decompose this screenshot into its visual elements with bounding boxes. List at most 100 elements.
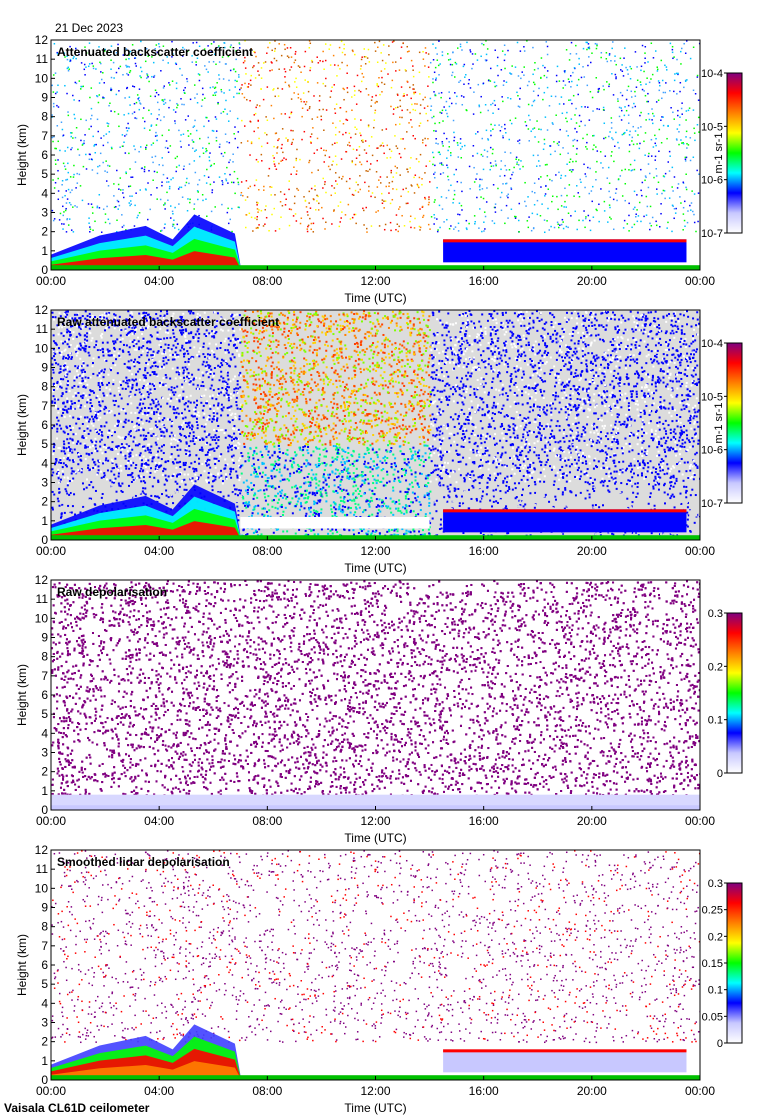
x-tick-label: 12:00 bbox=[360, 544, 390, 558]
colorbar-tick-label: 10-7 bbox=[701, 228, 723, 240]
x-tick-label: 08:00 bbox=[252, 1084, 282, 1098]
x-axis-label: Time (UTC) bbox=[344, 831, 406, 845]
y-tick-label: 8 bbox=[41, 650, 48, 664]
colorbar bbox=[726, 72, 743, 234]
colorbar-tick-label: 0.25 bbox=[702, 905, 723, 917]
x-tick-label: 16:00 bbox=[469, 544, 499, 558]
y-tick-label: 3 bbox=[41, 746, 48, 760]
y-axis-label: Height (km) bbox=[15, 124, 29, 186]
x-tick-label: 08:00 bbox=[252, 544, 282, 558]
y-tick-label: 0 bbox=[41, 1073, 48, 1087]
x-tick-label: 04:00 bbox=[144, 1084, 174, 1098]
x-axis-label: Time (UTC) bbox=[344, 291, 406, 305]
y-tick-label: 5 bbox=[41, 167, 48, 181]
y-tick-label: 11 bbox=[36, 52, 49, 66]
y-tick-label: 12 bbox=[35, 573, 49, 587]
colorbar-tick-label: 10-7 bbox=[701, 498, 723, 510]
x-tick-label: 04:00 bbox=[144, 544, 174, 558]
x-tick-label: 20:00 bbox=[577, 1084, 607, 1098]
y-axis-label: Height (km) bbox=[15, 934, 29, 996]
y-axis-label: Height (km) bbox=[15, 394, 29, 456]
y-tick-label: 6 bbox=[41, 688, 48, 702]
panel-1: Attenuated backscatter coefficient012345… bbox=[15, 33, 743, 305]
colorbar-tick-label: 0.15 bbox=[702, 958, 723, 970]
y-tick-label: 0 bbox=[41, 803, 48, 817]
y-tick-label: 11 bbox=[36, 592, 49, 606]
cloud-layer bbox=[443, 239, 687, 263]
instrument-label: Vaisala CL61D ceilometer bbox=[4, 1101, 149, 1115]
colorbar-tick-label: 10-4 bbox=[701, 338, 723, 350]
colorbar-tick-label: 0.05 bbox=[702, 1011, 723, 1023]
y-tick-label: 9 bbox=[41, 361, 48, 375]
colorbar-unit: m-1 sr-1 bbox=[713, 133, 725, 174]
y-tick-label: 10 bbox=[35, 881, 49, 895]
y-tick-label: 4 bbox=[41, 186, 48, 200]
colorbar bbox=[726, 612, 743, 774]
cloud-layer bbox=[443, 1049, 687, 1073]
y-tick-label: 5 bbox=[41, 977, 48, 991]
colorbar bbox=[726, 342, 743, 504]
colorbar-tick-label: 10-5 bbox=[701, 121, 723, 133]
x-tick-label: 00:00 bbox=[36, 814, 66, 828]
y-tick-label: 4 bbox=[41, 456, 48, 470]
y-tick-label: 12 bbox=[35, 33, 49, 47]
y-tick-label: 1 bbox=[41, 244, 48, 258]
y-tick-label: 2 bbox=[41, 495, 48, 509]
colorbar-tick-label: 0.3 bbox=[708, 608, 723, 620]
cloud-base bbox=[443, 1049, 687, 1053]
x-tick-label: 00:00 bbox=[36, 1084, 66, 1098]
x-tick-label: 04:00 bbox=[144, 274, 174, 288]
y-tick-label: 7 bbox=[41, 399, 48, 413]
y-tick-label: 8 bbox=[41, 110, 48, 124]
x-tick-label: 00:00 bbox=[36, 274, 66, 288]
colorbar-tick-label: 10-6 bbox=[701, 175, 723, 187]
colorbar bbox=[726, 882, 743, 1044]
x-tick-label: 08:00 bbox=[252, 274, 282, 288]
cloud-base bbox=[443, 509, 687, 513]
y-tick-label: 12 bbox=[35, 303, 49, 317]
y-tick-label: 6 bbox=[41, 958, 48, 972]
x-tick-label: 16:00 bbox=[469, 1084, 499, 1098]
y-tick-label: 3 bbox=[41, 476, 48, 490]
y-tick-label: 2 bbox=[41, 225, 48, 239]
cloud-base bbox=[443, 239, 687, 243]
panel-4: Smoothed lidar depolarisation01234567891… bbox=[15, 843, 743, 1115]
x-tick-label: 12:00 bbox=[360, 814, 390, 828]
x-tick-label: 00:00 bbox=[36, 544, 66, 558]
colorbar-tick-label: 0 bbox=[717, 1038, 723, 1050]
y-tick-label: 6 bbox=[41, 148, 48, 162]
y-tick-label: 0 bbox=[41, 533, 48, 547]
y-tick-label: 9 bbox=[41, 901, 48, 915]
colorbar-tick-label: 0.1 bbox=[708, 985, 723, 997]
y-tick-label: 8 bbox=[41, 380, 48, 394]
x-tick-label: 12:00 bbox=[360, 1084, 390, 1098]
y-tick-label: 10 bbox=[35, 341, 49, 355]
colorbar-tick-label: 0 bbox=[717, 768, 723, 780]
y-tick-label: 12 bbox=[35, 843, 49, 857]
cloud-layer bbox=[443, 509, 687, 533]
panel-title: Smoothed lidar depolarisation bbox=[57, 855, 230, 869]
x-axis-label: Time (UTC) bbox=[344, 1101, 406, 1115]
y-tick-label: 6 bbox=[41, 418, 48, 432]
x-tick-label: 04:00 bbox=[144, 814, 174, 828]
x-tick-label: 16:00 bbox=[469, 274, 499, 288]
panel-title: Attenuated backscatter coefficient bbox=[57, 45, 253, 59]
y-tick-label: 1 bbox=[41, 514, 48, 528]
x-axis-label: Time (UTC) bbox=[344, 561, 406, 575]
y-tick-label: 3 bbox=[41, 206, 48, 220]
y-tick-label: 5 bbox=[41, 707, 48, 721]
y-tick-label: 1 bbox=[41, 784, 48, 798]
panel-title: Raw attenuated backscatter coefficient bbox=[57, 315, 279, 329]
colorbar-tick-label: 10-6 bbox=[701, 445, 723, 457]
colorbar-tick-label: 0.2 bbox=[708, 931, 723, 943]
colorbar-tick-label: 0.3 bbox=[708, 878, 723, 890]
y-tick-label: 1 bbox=[41, 1054, 48, 1068]
y-tick-label: 11 bbox=[36, 862, 49, 876]
colorbar-unit: m-1 sr-1 bbox=[713, 403, 725, 444]
y-tick-label: 7 bbox=[41, 669, 48, 683]
y-tick-label: 2 bbox=[41, 765, 48, 779]
y-tick-label: 3 bbox=[41, 1016, 48, 1030]
colorbar-tick-label: 10-5 bbox=[701, 391, 723, 403]
y-tick-label: 0 bbox=[41, 263, 48, 277]
y-tick-label: 4 bbox=[41, 996, 48, 1010]
